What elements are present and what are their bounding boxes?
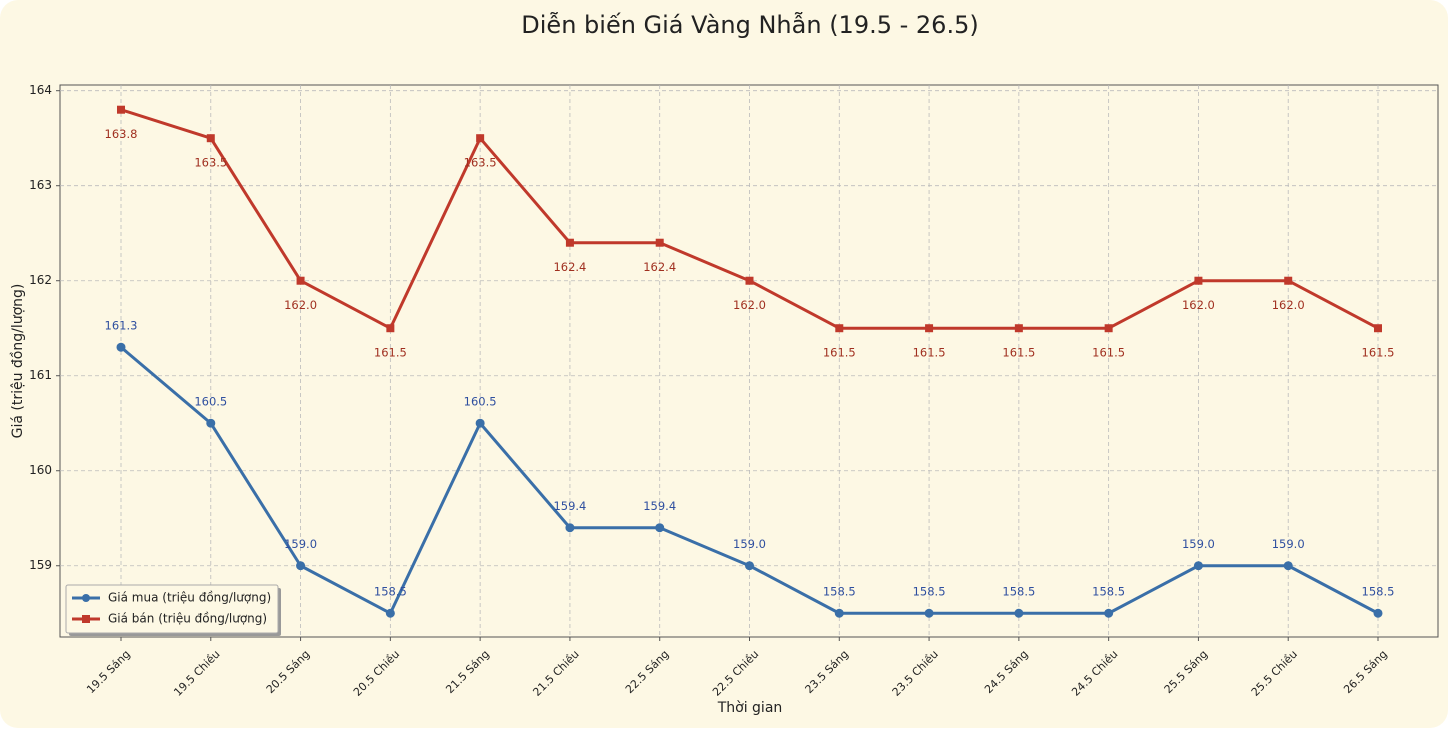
x-tick-label: 21.5 Sáng	[443, 648, 492, 697]
value-label: 159.4	[553, 499, 586, 513]
marker	[925, 324, 934, 333]
marker	[835, 324, 844, 333]
value-label: 159.0	[284, 537, 317, 551]
value-label: 160.5	[464, 395, 497, 409]
marker	[565, 523, 575, 533]
marker	[475, 418, 485, 428]
value-label: 158.5	[1362, 585, 1395, 599]
x-tick-label: 24.5 Chiều	[1069, 648, 1120, 699]
value-label: 162.0	[284, 298, 317, 312]
marker	[834, 608, 844, 618]
value-label: 163.5	[194, 156, 227, 170]
x-tick-label: 21.5 Chiều	[530, 648, 581, 699]
value-label: 161.3	[105, 319, 138, 333]
x-tick-label: 20.5 Sáng	[264, 648, 313, 697]
marker	[1194, 276, 1203, 285]
value-label: 159.0	[733, 537, 766, 551]
legend-box	[65, 584, 279, 634]
x-tick-label: 22.5 Chiều	[710, 648, 761, 699]
chart-title: Diễn biến Giá Vàng Nhẫn (19.5 - 26.5)	[521, 10, 978, 39]
value-label: 158.5	[913, 585, 946, 599]
value-label: 161.5	[913, 346, 946, 360]
marker	[1284, 276, 1293, 285]
legend-label: Giá bán (triệu đồng/lượng)	[108, 612, 267, 626]
marker	[386, 324, 395, 333]
value-label: 161.5	[374, 346, 407, 360]
marker	[655, 238, 664, 247]
marker	[655, 523, 665, 533]
value-label: 162.0	[733, 298, 766, 312]
value-label: 162.0	[1182, 298, 1215, 312]
value-label: 161.5	[1092, 346, 1125, 360]
value-label: 158.5	[374, 585, 407, 599]
marker	[296, 561, 306, 571]
marker	[296, 276, 305, 285]
value-label: 162.0	[1272, 298, 1305, 312]
x-tick-label: 25.5 Chiều	[1249, 648, 1300, 699]
value-label: 161.5	[823, 346, 856, 360]
marker	[1104, 324, 1113, 333]
y-tick-label: 161	[29, 368, 52, 382]
legend-marker	[82, 594, 90, 602]
marker	[1373, 608, 1383, 618]
x-tick-label: 24.5 Sáng	[982, 648, 1031, 697]
value-label: 163.5	[464, 156, 497, 170]
value-label: 158.5	[823, 585, 856, 599]
marker	[206, 134, 215, 143]
value-label: 159.0	[1272, 537, 1305, 551]
value-label: 162.4	[553, 260, 586, 274]
y-axis-label: Giá (triệu đồng/lượng)	[9, 284, 26, 439]
marker	[745, 561, 754, 571]
marker	[116, 342, 126, 352]
value-label: 158.5	[1092, 585, 1125, 599]
value-label: 163.8	[105, 127, 138, 141]
legend-marker	[82, 615, 90, 623]
value-label: 159.4	[643, 499, 676, 513]
marker	[1193, 561, 1203, 571]
marker	[117, 105, 125, 114]
marker	[1014, 324, 1023, 333]
value-label: 161.5	[1002, 346, 1035, 360]
x-tick-label: 23.5 Sáng	[803, 648, 852, 697]
x-tick-label: 19.5 Sáng	[84, 648, 133, 697]
value-label: 158.5	[1002, 585, 1035, 599]
legend: Giá mua (triệu đồng/lượng) Giá bán (triệu…	[65, 584, 281, 636]
marker	[476, 134, 485, 143]
y-tick-label: 163	[29, 178, 52, 192]
marker	[745, 276, 754, 285]
x-tick-label: 23.5 Chiều	[890, 648, 941, 699]
x-tick-label: 19.5 Chiều	[171, 648, 222, 699]
marker	[385, 608, 395, 618]
marker	[1104, 608, 1114, 618]
marker	[1014, 608, 1024, 618]
x-tick-label: 22.5 Sáng	[623, 648, 672, 697]
marker	[1283, 561, 1293, 571]
marker	[924, 608, 934, 618]
marker	[1374, 324, 1382, 333]
y-tick-label: 164	[29, 83, 52, 97]
y-tick-label: 159	[29, 558, 52, 572]
plot-frame	[59, 84, 1439, 638]
x-tick-label: 25.5 Sáng	[1162, 648, 1211, 697]
x-axis-label: Thời gian	[717, 700, 783, 716]
y-tick-label: 162	[29, 273, 52, 287]
legend-label: Giá mua (triệu đồng/lượng)	[108, 591, 271, 605]
y-tick-label: 160	[29, 463, 52, 477]
marker	[206, 418, 216, 428]
x-tick-label: 20.5 Chiều	[351, 648, 402, 699]
value-label: 160.5	[194, 395, 227, 409]
value-label: 162.4	[643, 260, 676, 274]
value-label: 161.5	[1362, 346, 1395, 360]
x-tick-label: 26.5 Sáng	[1341, 648, 1390, 697]
marker	[565, 238, 574, 247]
value-label: 159.0	[1182, 537, 1215, 551]
